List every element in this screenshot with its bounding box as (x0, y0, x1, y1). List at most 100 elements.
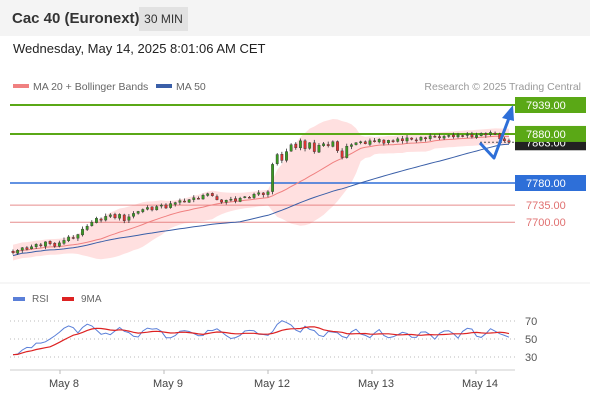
candle-body (229, 198, 233, 201)
candle-body (257, 192, 261, 195)
candle-body (57, 242, 61, 247)
candle-body (155, 206, 159, 211)
moving-averages (12, 135, 510, 257)
candle-body (433, 136, 437, 138)
candle-body (132, 213, 135, 217)
candle-body (280, 154, 284, 161)
candle-body (220, 199, 223, 203)
candle-body (299, 140, 302, 149)
candle-body (224, 199, 228, 203)
candle-body (442, 136, 446, 139)
candle-body (108, 214, 112, 217)
candlesticks (11, 130, 511, 255)
level-label-7880-00: 7880.00 (526, 129, 566, 141)
candle-body (410, 137, 414, 140)
candle-body (118, 214, 122, 219)
candle-body (248, 196, 251, 199)
candle-body (312, 142, 316, 152)
candle-body (95, 218, 98, 223)
candle-body (363, 141, 367, 144)
rsi-ma-line (12, 326, 510, 356)
candle-body (359, 141, 363, 143)
rsi-legend-swatch (13, 297, 25, 301)
candle-body (387, 140, 390, 143)
candle-body (104, 216, 108, 221)
candle-body (234, 198, 237, 202)
candle-body (215, 196, 219, 200)
candle-body (377, 139, 381, 143)
candle-body (456, 134, 460, 138)
candle-body (428, 135, 432, 139)
candle-body (317, 145, 321, 153)
interval-button[interactable]: 30 MIN (139, 7, 188, 31)
ma20-legend-label: MA 20 + Bollinger Bands (33, 81, 148, 93)
candle-body (493, 132, 497, 135)
ma20-legend-swatch (13, 84, 29, 88)
candle-body (261, 192, 265, 195)
candle-body (48, 240, 52, 245)
candle-body (34, 244, 38, 247)
candle-body (465, 134, 469, 136)
rsi-tick-70: 70 (525, 316, 537, 328)
candle-body (507, 140, 511, 143)
candle-body (479, 133, 483, 136)
level-label-7735-00: 7735.00 (526, 200, 566, 212)
candle-body (340, 150, 344, 158)
candle-body (39, 244, 43, 247)
projection-arrow (478, 105, 514, 160)
candle-body (354, 142, 358, 145)
candle-body (71, 237, 75, 239)
x-label-4: May 14 (462, 378, 498, 390)
level-label-bg-7880-00 (515, 125, 586, 142)
candle-body (475, 135, 478, 138)
candle-body (400, 138, 404, 142)
candle-body (331, 141, 335, 147)
bollinger-band-area (13, 119, 509, 261)
candle-body (238, 198, 242, 202)
bollinger-band (13, 119, 509, 261)
chart-header: Cac 40 (Euronext) 30 MIN (0, 0, 590, 36)
level-label-7780-00: 7780.00 (526, 178, 566, 190)
level-label-7700-00: 7700.00 (526, 217, 566, 229)
candle-body (326, 144, 330, 146)
candle-body (308, 142, 312, 149)
rsi-panel: 70 50 30 (10, 316, 537, 364)
candle-body (25, 247, 29, 250)
candle-body (502, 138, 506, 142)
instrument-title: Cac 40 (Euronext) (12, 10, 140, 27)
candle-body (90, 222, 94, 226)
candle-body (85, 225, 89, 230)
candle-body (252, 194, 256, 198)
candle-body (150, 206, 154, 211)
candle-body (136, 211, 140, 214)
candle-body (419, 137, 423, 141)
rsi-ma-legend-label: 9MA (81, 294, 102, 305)
candle-body (294, 143, 298, 148)
level-labels: 7939.007863.007780.007735.007700.007880.… (515, 97, 586, 229)
candle-body (391, 140, 395, 142)
candle-body (11, 250, 15, 253)
candle-body (169, 203, 173, 208)
candle-body (484, 133, 488, 136)
candle-body (183, 200, 186, 203)
candle-body (489, 132, 492, 135)
ma20-line (12, 135, 510, 254)
level-label-7939-00: 7939.00 (526, 100, 566, 112)
candle-body (285, 151, 288, 161)
level-label-bg-7780-00 (515, 175, 586, 191)
candle-body (405, 137, 409, 142)
rsi-legend-label: RSI (32, 294, 49, 305)
x-axis-labels: May 8 May 9 May 12 May 13 May 14 (49, 370, 498, 390)
candle-body (210, 193, 214, 196)
candle-body (164, 204, 168, 209)
candle-body (159, 204, 163, 207)
candle-body (201, 195, 205, 200)
candle-body (438, 136, 441, 139)
candle-body (289, 144, 293, 152)
candle-body (349, 144, 353, 147)
candle-body (197, 198, 200, 200)
candle-body (461, 135, 465, 137)
ma50-legend-label: MA 50 (176, 81, 206, 93)
rsi-line (12, 320, 510, 356)
